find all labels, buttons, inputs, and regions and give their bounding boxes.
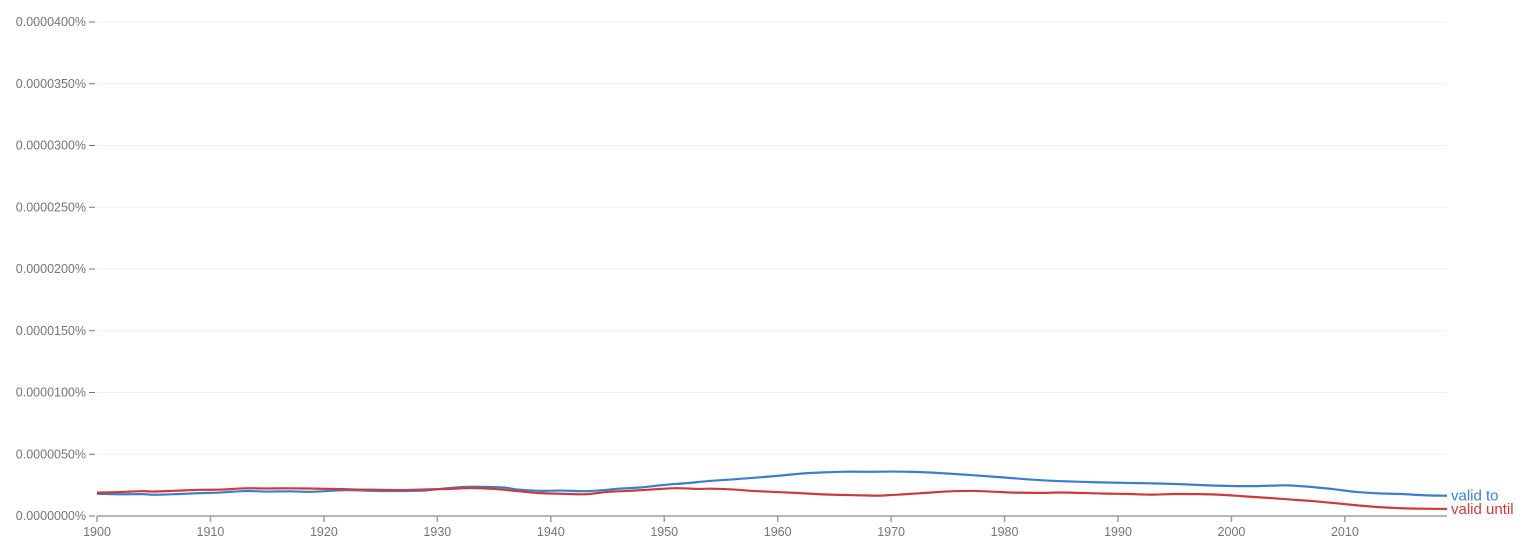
y-tick-label: 0.0000350% xyxy=(16,77,86,91)
x-tick-label: 1940 xyxy=(537,525,565,539)
y-tick-label: 0.0000200% xyxy=(16,262,86,276)
x-tick-label: 2000 xyxy=(1218,525,1246,539)
gridlines xyxy=(97,21,1447,455)
y-tick-label: 0.0000150% xyxy=(16,324,86,338)
x-tick-label: 1930 xyxy=(423,525,451,539)
x-tick-label: 1950 xyxy=(650,525,678,539)
y-axis: 0.0000000% 0.0000050% 0.0000100% 0.0000150%… xyxy=(16,15,95,523)
series-lines xyxy=(96,470,1448,511)
series-line-valid-until[interactable] xyxy=(96,486,1448,511)
y-tick-label: 0.0000050% xyxy=(16,447,86,461)
series-label-valid-until[interactable]: valid until xyxy=(1451,501,1514,518)
x-tick-label: 1960 xyxy=(764,525,792,539)
y-tick-label: 0.0000000% xyxy=(16,509,86,523)
x-tick-label: 1900 xyxy=(83,525,111,539)
x-tick-label: 1970 xyxy=(877,525,905,539)
series-label-valid-to[interactable]: valid to xyxy=(1451,488,1499,505)
x-axis: 1900 1910 1920 1930 1940 1950 1960 1970 1980 1990… xyxy=(83,515,1447,539)
y-tick-label: 0.0000400% xyxy=(16,15,86,29)
y-tick-label: 0.0000100% xyxy=(16,386,86,400)
series-line-valid-to[interactable] xyxy=(96,470,1448,497)
y-tick-label: 0.0000300% xyxy=(16,139,86,153)
y-tick-label: 0.0000250% xyxy=(16,200,86,214)
x-tick-label: 1980 xyxy=(991,525,1019,539)
x-tick-label: 2010 xyxy=(1331,525,1359,539)
x-tick-label: 1990 xyxy=(1104,525,1132,539)
x-tick-label: 1920 xyxy=(310,525,338,539)
x-tick-label: 1910 xyxy=(197,525,225,539)
